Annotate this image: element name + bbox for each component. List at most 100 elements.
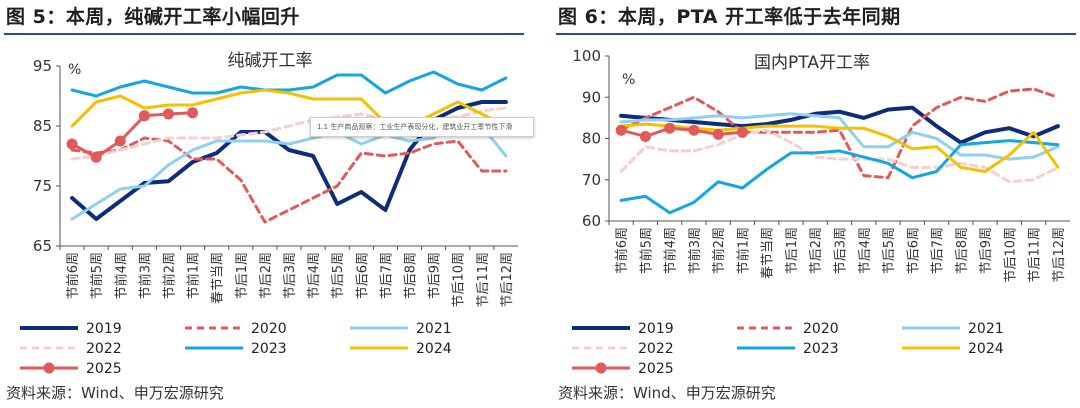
x-tick-label: 节后8周 bbox=[955, 227, 970, 274]
soda-ash-line-chart: 纯碱开工率% 65 75 85 95 节前6周 节前5周 节前4周 节前3周 节前2周 节前1周 春节… bbox=[20, 51, 518, 377]
series-line-2020 bbox=[70, 136, 508, 224]
legend-label: 2022 bbox=[638, 341, 674, 357]
figure-title: 图 6：本周，PTA 开工率低于去年同期 bbox=[558, 6, 901, 28]
hover-tooltip: 1.1 生产商品观察：工业生产表现分化，建筑业开工季节性下滑 bbox=[310, 117, 534, 137]
x-tick-label: 节后9周 bbox=[428, 252, 443, 299]
data-point-2025 bbox=[639, 130, 651, 142]
x-tick-label: 节后9周 bbox=[979, 227, 994, 274]
x-tick-label: 节后12周 bbox=[500, 252, 515, 308]
panel-pta: 图 6：本周，PTA 开工率低于去年同期 国内PTA开工率% 60 70 80 90 10… bbox=[552, 0, 1080, 408]
title-rule bbox=[556, 33, 1076, 35]
legend-label: 2023 bbox=[251, 341, 287, 357]
x-tick-label: 节前5周 bbox=[89, 252, 105, 299]
x-tick-label: 节前2周 bbox=[161, 252, 177, 299]
unit-label: % bbox=[68, 62, 81, 78]
x-tick-label: 节前3周 bbox=[687, 227, 703, 274]
x-tick-label: 节后7周 bbox=[379, 252, 394, 299]
x-tick-label: 春节当周 bbox=[211, 252, 226, 304]
title-rule bbox=[4, 33, 524, 35]
data-point-2025 bbox=[187, 107, 199, 119]
legend-label: 2022 bbox=[86, 341, 122, 357]
y-tick-label: 95 bbox=[33, 57, 52, 75]
series-line-2019 bbox=[619, 105, 1060, 145]
x-tick-label: 节后11周 bbox=[1028, 227, 1043, 283]
legend-label: 2019 bbox=[638, 321, 674, 337]
y-tick-label: 60 bbox=[582, 212, 601, 230]
source-note: 资料来源：Wind、申万宏源研究 bbox=[6, 384, 224, 402]
series-line-2024 bbox=[70, 88, 508, 128]
x-tick-label: 节后11周 bbox=[476, 252, 491, 308]
x-tick-label: 节前4周 bbox=[663, 227, 679, 274]
legend-label: 2019 bbox=[86, 321, 122, 337]
x-tick-label: 节后1周 bbox=[235, 252, 250, 299]
x-tick-label: 节后12周 bbox=[1052, 227, 1067, 283]
x-tick-label: 节前2周 bbox=[711, 227, 727, 274]
source-note: 资料来源：Wind、申万宏源研究 bbox=[558, 384, 776, 402]
x-tick-label: 节后5周 bbox=[882, 227, 897, 274]
data-point-2025 bbox=[138, 110, 150, 122]
series-line-2023 bbox=[70, 70, 508, 98]
legend-label: 2020 bbox=[251, 321, 287, 337]
y-tick-label: 80 bbox=[582, 130, 601, 148]
x-tick-label: 节前6周 bbox=[65, 252, 81, 299]
series-line-2021 bbox=[619, 112, 1060, 161]
x-tick-label: 节前3周 bbox=[137, 252, 153, 299]
data-point-2025 bbox=[66, 138, 78, 150]
series-line-2022 bbox=[619, 128, 1060, 184]
x-tick-label: 节后8周 bbox=[404, 252, 419, 299]
data-point-2025 bbox=[736, 126, 748, 138]
data-point-2025 bbox=[688, 124, 700, 136]
data-point-2025 bbox=[90, 151, 102, 163]
y-tick-label: 100 bbox=[572, 47, 601, 65]
x-tick-label: 节后4周 bbox=[858, 227, 873, 274]
y-tick-label: 90 bbox=[582, 88, 601, 106]
legend-label: 2025 bbox=[638, 361, 674, 377]
x-tick-label: 节前1周 bbox=[735, 227, 751, 274]
x-tick-label: 节前5周 bbox=[638, 227, 654, 274]
legend-label: 2024 bbox=[416, 341, 452, 357]
data-point-2025 bbox=[162, 108, 174, 120]
x-tick-label: 节后6周 bbox=[906, 227, 921, 274]
x-tick-label: 节后2周 bbox=[259, 252, 274, 299]
series-line-2025 bbox=[70, 111, 195, 159]
data-point-2025 bbox=[615, 124, 627, 136]
panel-soda-ash: 图 5：本周，纯碱开工率小幅回升 纯碱开工率% 65 75 85 95 节前6周 节前5周节… bbox=[0, 0, 534, 408]
x-tick-label: 节后10周 bbox=[1003, 227, 1018, 283]
data-point-2025 bbox=[114, 135, 126, 147]
x-tick-label: 节后7周 bbox=[931, 227, 946, 274]
x-tick-label: 节前1周 bbox=[186, 252, 202, 299]
x-tick-label: 节后3周 bbox=[283, 252, 298, 299]
legend-label: 2025 bbox=[86, 361, 122, 377]
x-tick-label: 节后4周 bbox=[307, 252, 322, 299]
data-point-2025 bbox=[712, 128, 724, 140]
unit-label: % bbox=[622, 72, 635, 88]
y-tick-label: 70 bbox=[582, 171, 601, 189]
legend-label: 2023 bbox=[803, 341, 839, 357]
x-tick-label: 节后3周 bbox=[834, 227, 849, 274]
x-tick-label: 春节当周 bbox=[761, 227, 776, 279]
chart-title: 国内PTA开工率 bbox=[754, 53, 870, 73]
series-line-2020 bbox=[619, 87, 1060, 180]
legend-marker-2025 bbox=[595, 362, 607, 374]
legend-label: 2020 bbox=[803, 321, 839, 337]
chart-title: 纯碱开工率 bbox=[228, 51, 313, 71]
pta-line-chart: 国内PTA开工率% 60 70 80 90 100 节前6周 节前5周 节前4周 节前3周 节前2周… bbox=[572, 47, 1070, 377]
y-tick-label: 85 bbox=[33, 117, 52, 135]
y-tick-label: 65 bbox=[33, 237, 52, 255]
series-line-2021 bbox=[70, 118, 508, 221]
data-point-2025 bbox=[664, 122, 676, 134]
figure-title: 图 5：本周，纯碱开工率小幅回升 bbox=[6, 6, 300, 28]
series-line-2023 bbox=[619, 139, 1060, 215]
x-tick-label: 节后10周 bbox=[452, 252, 467, 308]
x-tick-label: 节前6周 bbox=[614, 227, 630, 274]
x-tick-label: 节前4周 bbox=[113, 252, 129, 299]
x-tick-label: 节后6周 bbox=[355, 252, 370, 299]
legend-label: 2021 bbox=[416, 321, 452, 337]
x-tick-label: 节后2周 bbox=[809, 227, 824, 274]
y-tick-label: 75 bbox=[33, 177, 52, 195]
legend-label: 2024 bbox=[968, 341, 1004, 357]
legend-label: 2021 bbox=[968, 321, 1004, 337]
legend-marker-2025 bbox=[43, 362, 55, 374]
x-tick-label: 节后5周 bbox=[331, 252, 346, 299]
x-tick-label: 节后1周 bbox=[785, 227, 800, 274]
